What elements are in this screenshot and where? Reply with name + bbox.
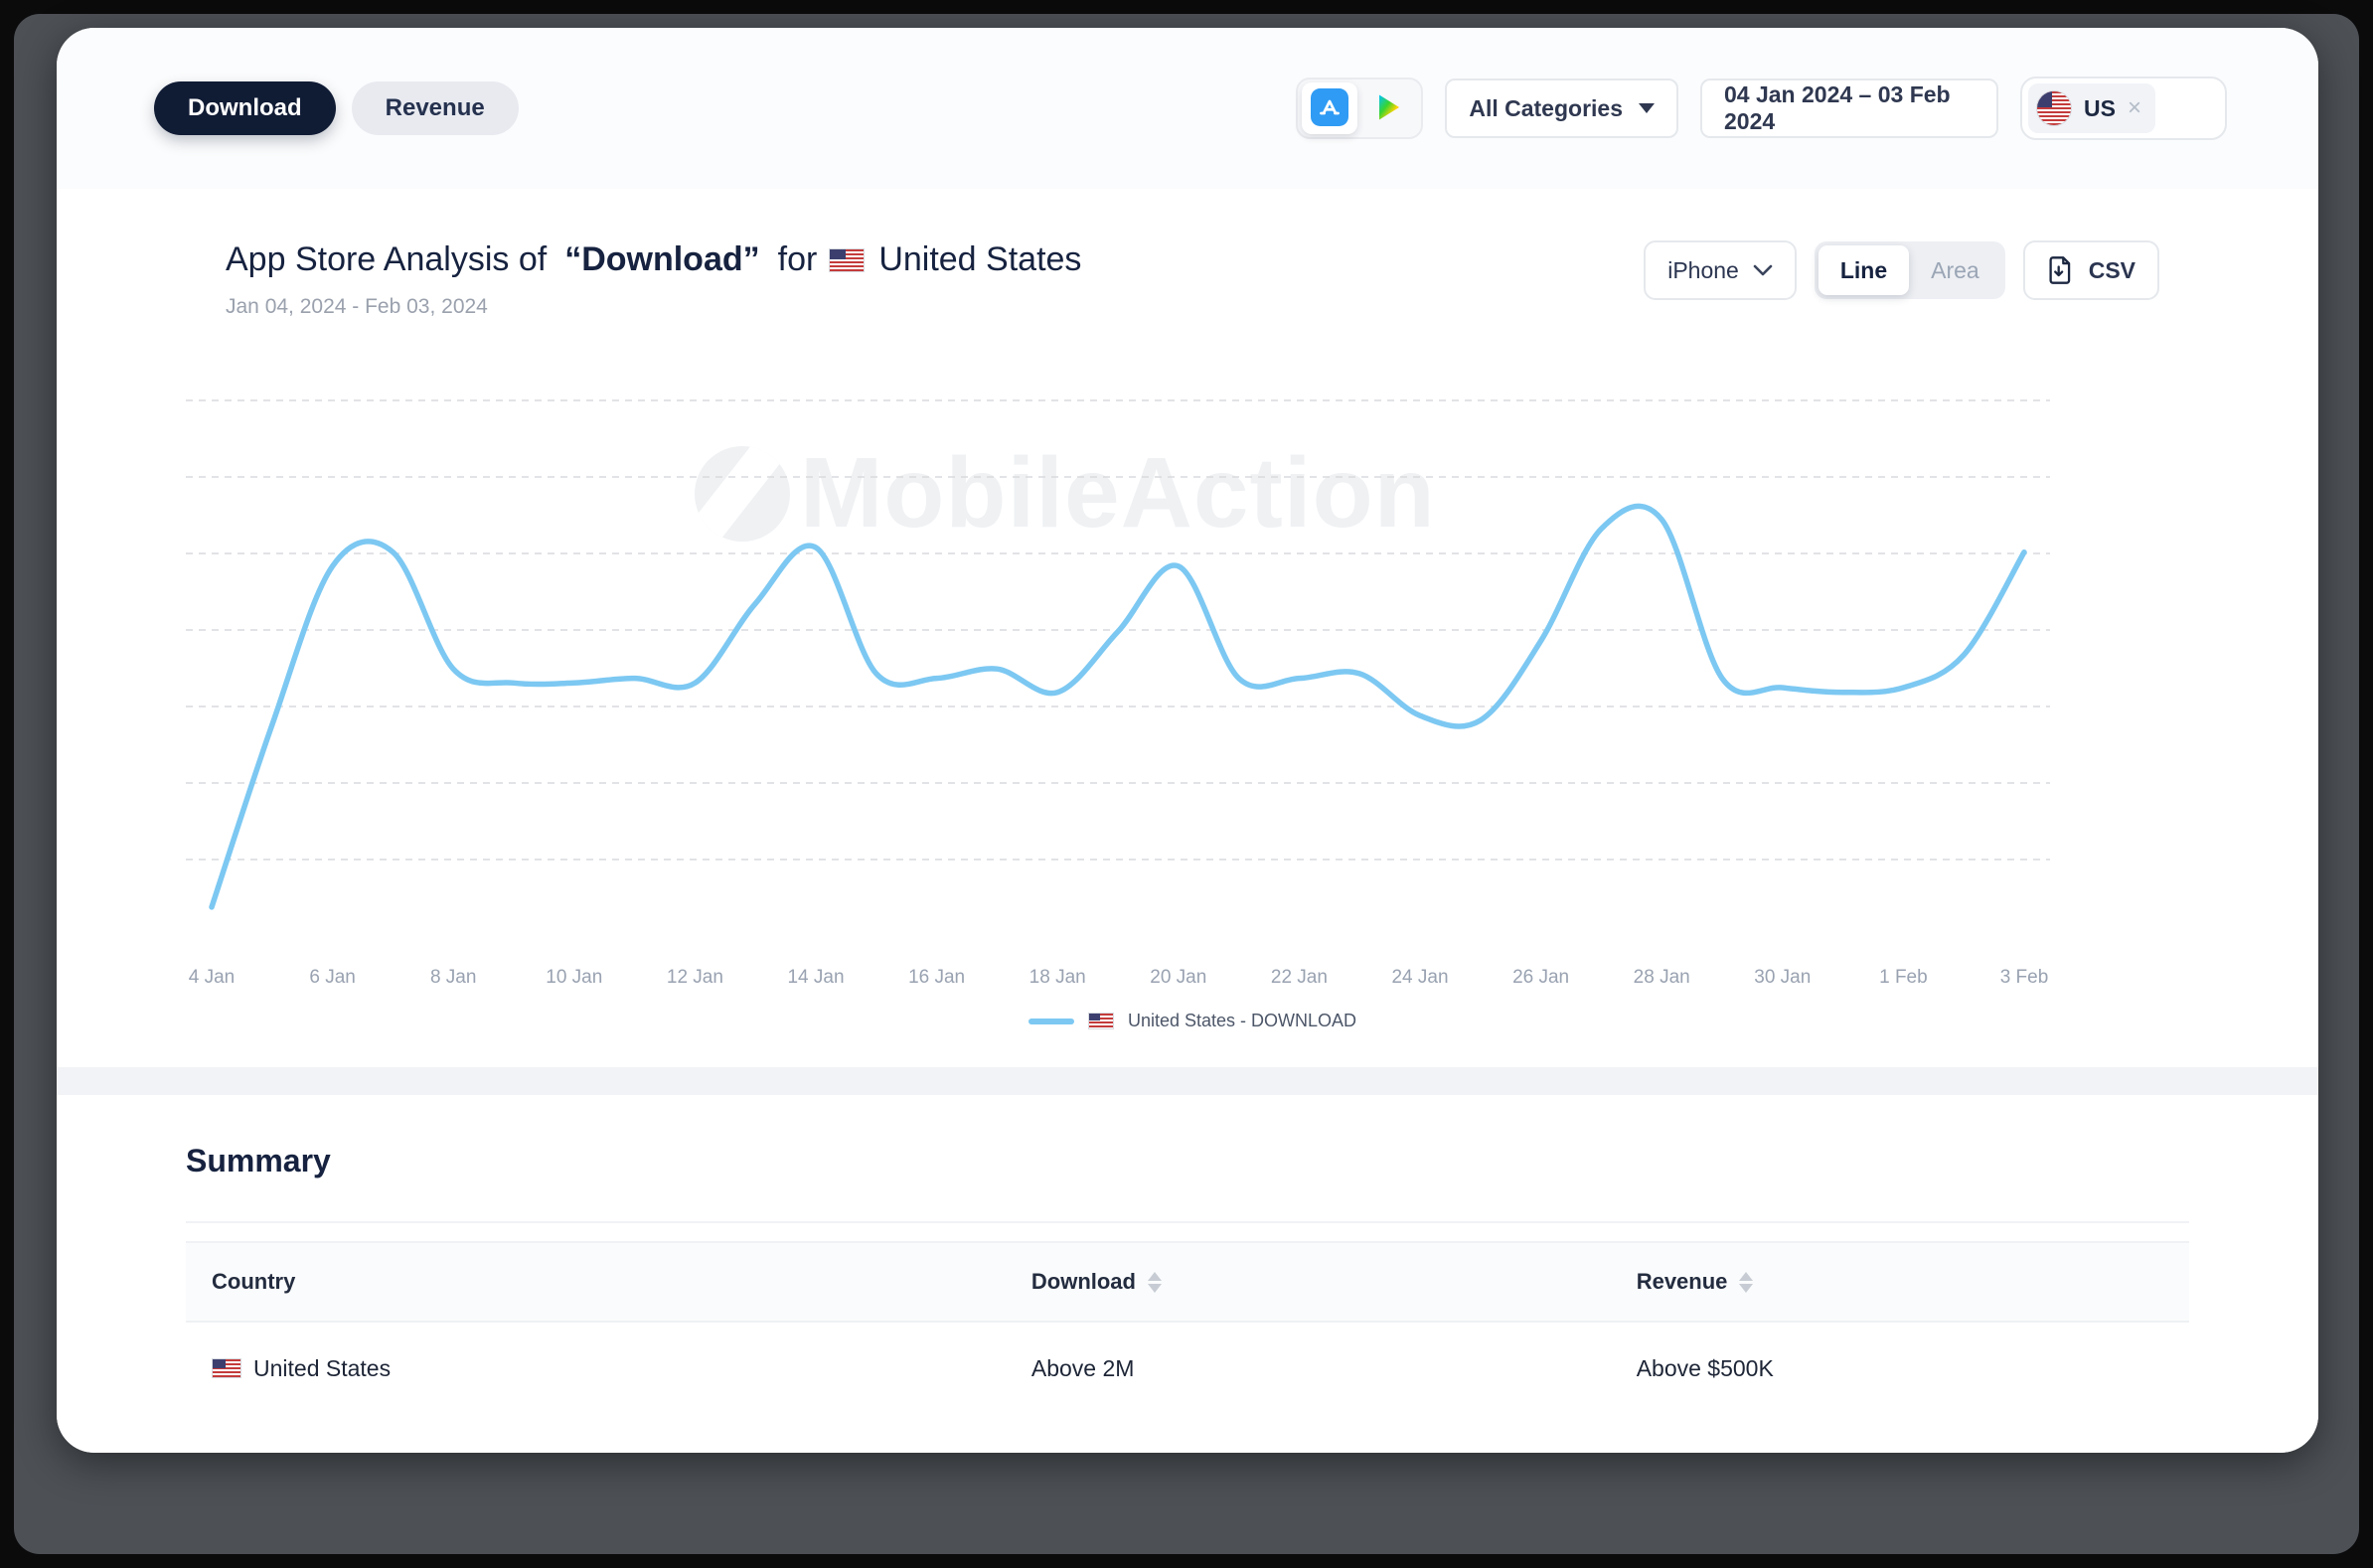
title-prefix: App Store Analysis of	[226, 240, 548, 278]
us-flag-icon	[1087, 1013, 1114, 1029]
chart-plot-area[interactable]: MobileAction 4 Jan 6 Jan 8 Jan 10 Jan 12 Jan…	[186, 365, 2199, 1001]
chart-title: App Store Analysis of “Download” for Uni…	[226, 240, 1081, 279]
column-header-country: Country	[212, 1269, 1031, 1295]
legend-line-swatch	[1028, 1018, 1074, 1024]
x-axis-tick: 24 Jan	[1391, 967, 1448, 988]
cell-download-value: Above 2M	[1030, 1354, 1135, 1381]
cell-download: Above 2M	[1031, 1355, 1637, 1382]
chart-type-toggle: Line Area	[1814, 241, 2005, 299]
country-chip: US ×	[2028, 83, 2155, 133]
chart-header: App Store Analysis of “Download” for Uni…	[186, 240, 2199, 319]
x-axis-tick: 10 Jan	[546, 967, 602, 988]
x-axis-tick: 3 Feb	[2000, 967, 2049, 988]
x-axis-tick: 18 Jan	[1029, 967, 1086, 988]
us-flag-icon	[829, 247, 866, 272]
x-axis-tick: 1 Feb	[1879, 967, 1928, 988]
date-range-value: 04 Jan 2024 – 03 Feb 2024	[1724, 81, 1951, 134]
x-axis-tick: 26 Jan	[1512, 967, 1569, 988]
app-store-toggle-button[interactable]	[1302, 82, 1358, 134]
chart-type-line-button[interactable]: Line	[1818, 245, 1910, 295]
title-country: United States	[878, 240, 1082, 278]
store-toggle	[1296, 78, 1424, 139]
title-keyword: “Download”	[564, 240, 760, 278]
device-select-label: iPhone	[1667, 256, 1739, 283]
summary-heading: Summary	[186, 1143, 331, 1178]
cell-revenue-value: Above $500K	[1636, 1354, 1774, 1381]
cell-country-label: United States	[253, 1354, 392, 1381]
csv-button-label: CSV	[2088, 256, 2136, 283]
summary-divider	[186, 1221, 2189, 1223]
column-label: Download	[1030, 1269, 1136, 1294]
column-label: Country	[212, 1269, 296, 1294]
chart-type-area-button[interactable]: Area	[1931, 256, 1979, 283]
cell-country: United States	[212, 1355, 1031, 1382]
device-select[interactable]: iPhone	[1644, 240, 1797, 300]
column-label: Revenue	[1636, 1269, 1728, 1294]
summary-table: Country Download Revenue United States A	[186, 1241, 2189, 1414]
us-flag-icon	[2036, 90, 2072, 126]
x-axis-tick: 14 Jan	[787, 967, 844, 988]
x-axis-tick: 8 Jan	[430, 967, 476, 988]
tab-download[interactable]: Download	[154, 81, 336, 135]
chart-card: App Store Analysis of “Download” for Uni…	[57, 189, 2318, 1067]
chart-legend[interactable]: United States - DOWNLOAD	[186, 1011, 2199, 1031]
category-select[interactable]: All Categories	[1445, 78, 1678, 138]
country-chip-label: US	[2084, 94, 2116, 121]
category-select-label: All Categories	[1469, 94, 1623, 121]
google-play-icon	[1374, 92, 1404, 125]
cell-revenue: Above $500K	[1637, 1355, 2163, 1382]
title-connector: for	[777, 240, 818, 278]
x-axis-tick: 12 Jan	[667, 967, 723, 988]
summary-table-header: Country Download Revenue	[186, 1241, 2189, 1323]
x-axis-tick: 4 Jan	[189, 967, 235, 988]
us-flag-icon	[212, 1358, 241, 1378]
tab-revenue[interactable]: Revenue	[351, 81, 519, 135]
downloads-line-chart[interactable]: 4 Jan 6 Jan 8 Jan 10 Jan 12 Jan 14 Jan 16 Jan 1…	[186, 365, 2050, 1001]
x-axis-tick: 20 Jan	[1150, 967, 1206, 988]
chart-controls: iPhone Line Area CSV	[1644, 240, 2159, 300]
x-axis-tick: 22 Jan	[1271, 967, 1328, 988]
downloads-series-line[interactable]	[209, 503, 2027, 910]
csv-download-icon	[2049, 256, 2070, 284]
caret-down-icon	[1639, 103, 1655, 113]
section-divider	[57, 1067, 2318, 1095]
date-range-input[interactable]: 04 Jan 2024 – 03 Feb 2024	[1700, 78, 1998, 138]
sort-icon[interactable]	[1739, 1271, 1754, 1293]
csv-export-button[interactable]: CSV	[2022, 240, 2159, 300]
column-header-revenue[interactable]: Revenue	[1637, 1269, 2163, 1295]
metric-tabs: Download Revenue	[154, 81, 519, 135]
x-axis-tick: 28 Jan	[1634, 967, 1690, 988]
app-store-icon	[1311, 87, 1349, 129]
toolbar-filters: All Categories 04 Jan 2024 – 03 Feb 2024…	[1296, 77, 2227, 140]
x-axis-tick: 30 Jan	[1754, 967, 1811, 988]
chart-date-subtitle: Jan 04, 2024 - Feb 03, 2024	[226, 295, 488, 318]
app-window: Download Revenue	[57, 28, 2318, 1453]
summary-card: Summary Country Download Revenue	[57, 1095, 2318, 1453]
table-row: United States Above 2M Above $500K	[186, 1323, 2189, 1414]
chevron-down-icon	[1753, 264, 1773, 275]
column-header-download[interactable]: Download	[1031, 1269, 1637, 1295]
country-filter-input[interactable]: US ×	[2020, 77, 2227, 140]
chart-title-block: App Store Analysis of “Download” for Uni…	[226, 240, 1081, 319]
top-toolbar: Download Revenue	[57, 28, 2318, 189]
sort-icon[interactable]	[1147, 1271, 1162, 1293]
x-axis-tick: 6 Jan	[309, 967, 355, 988]
x-axis-tick: 16 Jan	[908, 967, 965, 988]
remove-country-icon[interactable]: ×	[2127, 94, 2141, 121]
google-play-toggle-button[interactable]	[1361, 82, 1417, 134]
legend-label: United States - DOWNLOAD	[1127, 1011, 1357, 1030]
